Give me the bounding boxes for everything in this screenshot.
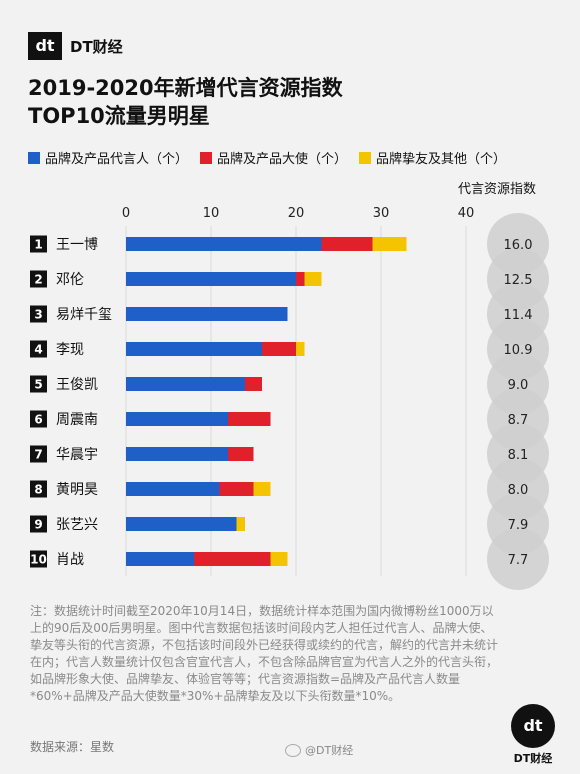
rank-badge [30, 375, 47, 393]
bar-segment [219, 482, 254, 496]
rank-badge [30, 270, 47, 288]
star-name: 王俊凯 [56, 377, 98, 393]
star-name: 邓伦 [56, 272, 84, 288]
star-name: 周震南 [56, 412, 98, 428]
page-title: 2019-2020年新增代言资源指数 TOP10流量男明星 [28, 74, 528, 130]
star-name: 华晨宇 [56, 447, 98, 463]
index-value: 7.9 [508, 518, 529, 533]
legend-swatch-yellow [359, 151, 372, 164]
bar-segment [228, 412, 271, 426]
bar-segment [372, 237, 407, 251]
rank-badge [30, 235, 47, 253]
legend-swatch-blue [28, 151, 40, 164]
watermark: @DT财经 [285, 742, 353, 758]
brand-logo-bottom: dt DT财经 [508, 704, 558, 766]
data-source: 数据来源：星数 [30, 740, 115, 754]
title-line-2: TOP10流量男明星 [28, 104, 210, 128]
rank-badge [30, 480, 47, 498]
footnote: 注：数据统计时间截至2020年10月14日，数据统计样本范围为国内微博粉丝100… [30, 604, 499, 703]
rank-badge [30, 410, 47, 428]
index-value: 11.4 [504, 308, 533, 323]
bar-segment [304, 272, 322, 286]
rank-badge [30, 550, 47, 568]
bar-segment [126, 237, 322, 251]
rank-number: 3 [34, 308, 42, 322]
index-value: 8.0 [508, 483, 529, 498]
bar-segment [194, 552, 271, 566]
brand-logo: dt DT财经 [28, 32, 123, 60]
star-name: 黄明昊 [56, 481, 98, 498]
brand-name: DT财经 [70, 37, 123, 56]
rank-number: 8 [34, 483, 42, 497]
bar-segment [270, 552, 288, 566]
x-tick-label: 10 [203, 206, 220, 221]
x-tick-label: 20 [288, 206, 305, 221]
bar-segment [126, 552, 194, 566]
rank-number: 6 [34, 413, 42, 427]
index-value: 10.9 [504, 343, 533, 358]
index-value: 8.1 [508, 448, 529, 463]
logo-mark: dt [28, 32, 62, 60]
rank-number: 7 [34, 448, 42, 462]
index-value: 9.0 [508, 378, 529, 393]
bar-segment [321, 237, 373, 251]
bar-segment [126, 307, 288, 321]
rank-badge [30, 305, 47, 323]
bar-chart: 0 10 20 30 40 1 王一博 16.0 2 邓伦 12.5 3 易烊千玺 11.4 4 李现 10.9… [30, 206, 549, 590]
rank-badge [30, 340, 47, 358]
rank-number: 10 [30, 553, 47, 567]
star-name: 李现 [56, 342, 84, 358]
weibo-icon [285, 743, 301, 757]
index-value: 8.7 [508, 413, 529, 428]
bar-segment [296, 342, 305, 356]
bar-segment [126, 377, 245, 391]
logo-mark-bottom: dt [511, 704, 555, 748]
bar-segment [126, 272, 296, 286]
legend-label: 品牌及产品代言人（个） [45, 152, 189, 167]
rank-badge [30, 515, 47, 533]
bar-segment [126, 342, 262, 356]
bar-segment [253, 482, 271, 496]
star-name: 易烊千玺 [56, 307, 112, 323]
index-value: 7.7 [508, 553, 529, 568]
brand-name-bottom: DT财经 [513, 752, 553, 765]
bar-segment [245, 377, 262, 391]
legend-swatch-red [200, 151, 213, 164]
bar-segment [126, 447, 228, 461]
rank-badge [30, 445, 47, 463]
bar-segment [236, 517, 245, 531]
x-tick-label: 40 [458, 206, 475, 221]
rank-number: 5 [34, 378, 42, 392]
x-tick-label: 0 [122, 206, 130, 221]
star-name: 张艺兴 [56, 517, 98, 533]
watermark-text: @DT财经 [305, 744, 354, 757]
index-value: 16.0 [504, 238, 533, 253]
chart-legend: 品牌及产品代言人（个） 品牌及产品大使（个） 品牌挚友及其他（个） [28, 148, 518, 167]
star-name: 肖战 [56, 552, 84, 568]
x-tick-label: 30 [373, 206, 390, 221]
index-column-title: 代言资源指数 [458, 182, 537, 197]
rank-number: 2 [34, 273, 42, 287]
bar-segment [262, 342, 296, 356]
legend-label: 品牌及产品大使（个） [217, 152, 348, 167]
legend-item-spokesperson: 品牌及产品代言人（个） [28, 148, 188, 167]
index-value: 12.5 [504, 273, 533, 288]
title-line-1: 2019-2020年新增代言资源指数 [28, 76, 343, 100]
rank-number: 4 [34, 343, 42, 357]
index-bubble [487, 528, 549, 590]
bar-segment [126, 412, 228, 426]
rank-number: 1 [34, 238, 42, 252]
legend-label: 品牌挚友及其他（个） [376, 152, 507, 167]
legend-item-ambassador: 品牌及产品大使（个） [200, 148, 347, 167]
bar-segment [126, 482, 220, 496]
bar-segment [228, 447, 254, 461]
star-name: 王一博 [56, 236, 98, 253]
legend-item-friend: 品牌挚友及其他（个） [359, 148, 506, 167]
bar-segment [296, 272, 305, 286]
bar-segment [126, 517, 237, 531]
rank-number: 9 [34, 518, 42, 532]
